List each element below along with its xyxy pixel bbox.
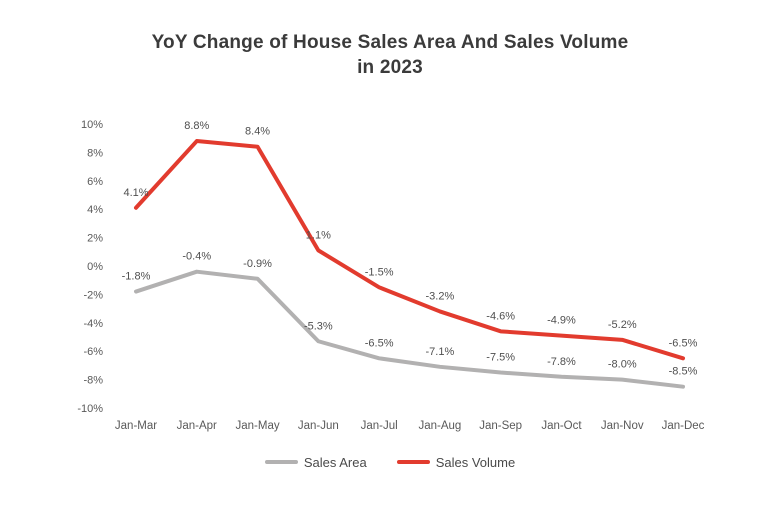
sales-volume-data-label: -4.6%: [486, 310, 515, 322]
sales-area-line-swatch-icon: [264, 460, 298, 464]
chart-title-line1: YoY Change of House Sales Area And Sales…: [151, 32, 629, 53]
sales-area-data-label: -6.5%: [365, 337, 394, 349]
y-tick-label: 4%: [87, 204, 103, 216]
legend-label-sales-volume: Sales Volume: [435, 454, 516, 470]
y-tick-label: 8%: [87, 147, 103, 159]
sales-volume-data-label: -5.2%: [608, 319, 637, 331]
legend-item-sales-area: Sales Area: [264, 454, 367, 470]
y-tick-label: 0%: [87, 261, 103, 273]
x-axis-label: Jan-Sep: [479, 420, 522, 432]
sales-volume-data-label: -3.2%: [426, 290, 455, 302]
x-axis-label: Jan-Mar: [115, 420, 157, 432]
sales-area-data-label: -0.9%: [243, 258, 272, 270]
chart-legend: Sales Area Sales Volume: [0, 452, 780, 472]
y-tick-label: 10%: [81, 119, 103, 131]
y-tick-label: -4%: [83, 318, 103, 330]
y-tick-label: -10%: [77, 403, 103, 415]
sales-area-data-label: -7.8%: [547, 356, 576, 368]
sales-volume-data-label: 8.8%: [184, 120, 209, 132]
sales-area-line: [134, 269, 686, 389]
sales-volume-line: [134, 139, 686, 361]
x-axis-label: Jan-Dec: [662, 420, 705, 432]
y-tick-label: -2%: [83, 289, 103, 301]
x-axis-label: Jan-Apr: [177, 420, 217, 432]
y-tick-label: -6%: [83, 346, 103, 358]
x-axis-label: Jan-Oct: [541, 420, 582, 432]
sales-area-data-label: -1.8%: [122, 271, 151, 283]
sales-volume-data-label: -1.5%: [365, 266, 394, 278]
y-tick-label: 6%: [87, 176, 103, 188]
sales-area-data-label: -8.0%: [608, 359, 637, 371]
x-axis-label: Jan-Jun: [298, 420, 339, 432]
y-tick-label: 2%: [87, 233, 103, 245]
sales-volume-line-swatch-icon: [396, 460, 430, 464]
sales-volume-data-label: 1.1%: [306, 229, 331, 241]
sales-area-data-label: -7.5%: [486, 352, 515, 364]
sales-volume-data-label: -4.9%: [547, 315, 576, 327]
legend-item-sales-volume: Sales Volume: [396, 454, 516, 470]
sales-volume-data-label: -6.5%: [669, 337, 698, 349]
chart-title: YoY Change of House Sales Area And Sales…: [0, 30, 780, 80]
x-axis-label: Jan-Aug: [418, 420, 461, 432]
legend-label-sales-area: Sales Area: [303, 454, 367, 470]
sales-area-data-label: -8.5%: [669, 366, 698, 378]
sales-area-data-label: -5.3%: [304, 320, 333, 332]
sales-area-data-label: -0.4%: [182, 251, 211, 263]
x-axis-label: Jan-Jul: [361, 420, 398, 432]
chart-title-line2: in 2023: [357, 57, 423, 78]
x-axis-label: Jan-Nov: [601, 420, 644, 432]
sales-volume-data-label: 4.1%: [123, 187, 148, 199]
y-tick-label: -8%: [83, 375, 103, 387]
x-axis-label: Jan-May: [236, 420, 280, 432]
sales-volume-data-label: 8.4%: [245, 126, 270, 138]
sales-area-data-label: -7.1%: [426, 346, 455, 358]
